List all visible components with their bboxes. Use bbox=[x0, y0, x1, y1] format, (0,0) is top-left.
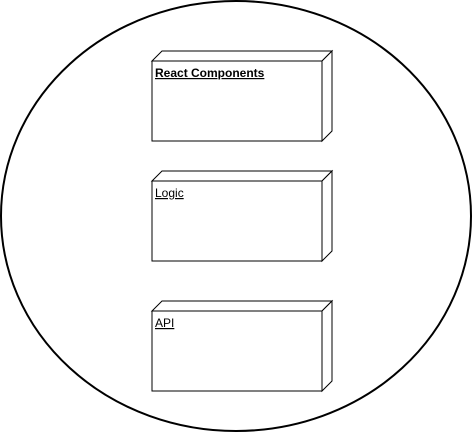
node-react-components-label: React Components bbox=[155, 66, 265, 80]
node-api-label: API bbox=[155, 316, 174, 330]
node-logic-top bbox=[150, 170, 334, 182]
node-api-side bbox=[321, 299, 333, 393]
node-api[interactable]: API bbox=[150, 299, 334, 393]
node-logic-side bbox=[321, 169, 333, 263]
node-api-front bbox=[151, 310, 323, 392]
node-logic-front bbox=[151, 180, 323, 262]
node-logic-label: Logic bbox=[155, 186, 184, 200]
node-react-components-front bbox=[151, 60, 323, 142]
node-api-top bbox=[150, 300, 334, 312]
node-react-components-side bbox=[321, 49, 333, 143]
node-logic[interactable]: Logic bbox=[150, 169, 334, 263]
node-react-components-top bbox=[150, 50, 334, 62]
node-react-components[interactable]: React Components bbox=[150, 49, 334, 143]
